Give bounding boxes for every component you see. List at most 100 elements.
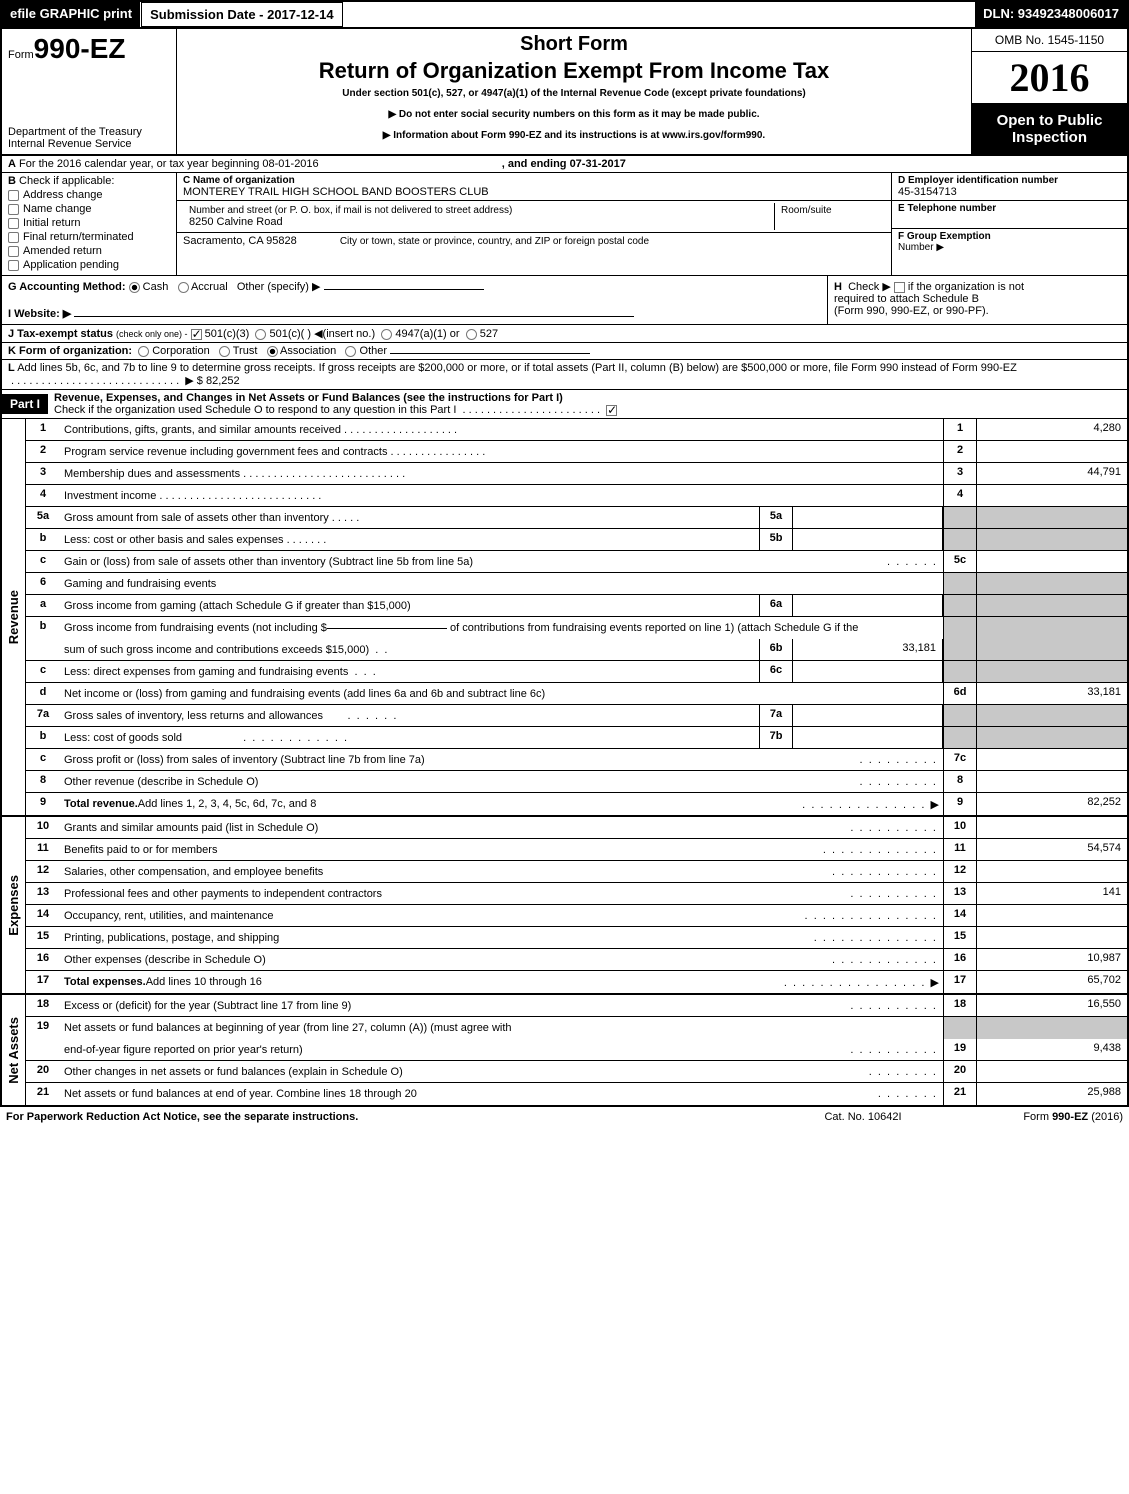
ln-mval: 33,181 — [793, 639, 943, 660]
ln-shade — [943, 573, 977, 594]
ln-rno: 19 — [943, 1039, 977, 1060]
line-19-1: 19Net assets or fund balances at beginni… — [26, 1017, 1127, 1039]
under-section: Under section 501(c), 527, or 4947(a)(1)… — [185, 88, 963, 99]
open-line-2: Inspection — [976, 129, 1123, 146]
ln-desc: Other revenue (describe in Schedule O) .… — [60, 771, 943, 792]
ln-no: 13 — [26, 883, 60, 904]
ln-no: c — [26, 551, 60, 572]
e-block: E Telephone number — [892, 201, 1127, 229]
ln-val — [977, 905, 1127, 926]
initial-label: Initial return — [23, 217, 80, 229]
radio-cash[interactable] — [129, 282, 140, 293]
col-def: D Employer identification number 45-3154… — [892, 173, 1127, 275]
line-21: 21Net assets or fund balances at end of … — [26, 1083, 1127, 1105]
ln-no: 20 — [26, 1061, 60, 1082]
checkbox-final-return[interactable]: Final return/terminated — [8, 231, 170, 243]
street-value: 8250 Calvine Road — [189, 216, 768, 228]
k-assoc: Association — [280, 345, 336, 357]
k-trust-radio[interactable] — [219, 346, 230, 357]
checkbox-application-pending[interactable]: Application pending — [8, 259, 170, 271]
ln-rno: 18 — [943, 995, 977, 1016]
ln-desc: Professional fees and other payments to … — [60, 883, 943, 904]
checkbox-icon — [8, 218, 19, 229]
checkbox-name-change[interactable]: Name change — [8, 203, 170, 215]
ln-no: d — [26, 683, 60, 704]
k-assoc-radio[interactable] — [267, 346, 278, 357]
h-text4: (Form 990, 990-EZ, or 990-PF). — [834, 305, 989, 317]
website-line[interactable] — [74, 316, 634, 317]
net-assets-label: Net Assets — [6, 1017, 21, 1084]
accrual-label: Accrual — [191, 281, 228, 293]
top-bar: efile GRAPHIC print Submission Date - 20… — [2, 2, 1127, 29]
amended-label: Amended return — [23, 245, 102, 257]
ln-no: b — [26, 529, 60, 550]
d-label: D Employer identification number — [898, 175, 1121, 186]
other-label: Other (specify) ▶ — [237, 281, 321, 293]
f-block: F Group Exemption Number ▶ — [892, 229, 1127, 255]
final-label: Final return/terminated — [23, 231, 134, 243]
ln-mval — [793, 595, 943, 616]
ln-no: 4 — [26, 485, 60, 506]
ln-rno: 9 — [943, 793, 977, 815]
checkbox-icon — [8, 190, 19, 201]
ln-rno: 21 — [943, 1083, 977, 1105]
ln-rno: 14 — [943, 905, 977, 926]
ln-desc: Other expenses (describe in Schedule O) … — [60, 949, 943, 970]
expenses-section: Expenses 10Grants and similar amounts pa… — [2, 817, 1127, 995]
part1-schedule-o-checkbox[interactable] — [606, 405, 617, 416]
j-4947-radio[interactable] — [381, 329, 392, 340]
radio-accrual[interactable] — [178, 282, 189, 293]
checkbox-address-change[interactable]: Address change — [8, 189, 170, 201]
ln-mno: 6c — [759, 661, 793, 682]
line-6a: aGross income from gaming (attach Schedu… — [26, 595, 1127, 617]
h-checkbox[interactable] — [894, 282, 905, 293]
ln-shade — [977, 1017, 1127, 1039]
line-19-2: end-of-year figure reported on prior yea… — [26, 1039, 1127, 1061]
ln-shade — [943, 507, 977, 528]
line-5a: 5aGross amount from sale of assets other… — [26, 507, 1127, 529]
line-14: 14Occupancy, rent, utilities, and mainte… — [26, 905, 1127, 927]
part1-title: Revenue, Expenses, and Changes in Net As… — [48, 390, 1127, 418]
line-6b-1: bGross income from fundraising events (n… — [26, 617, 1127, 639]
ln-shade — [943, 705, 977, 726]
row-a-ending: , and ending 07-31-2017 — [502, 158, 626, 170]
line-20: 20Other changes in net assets or fund ba… — [26, 1061, 1127, 1083]
j-527-radio[interactable] — [466, 329, 477, 340]
line-3: 3Membership dues and assessments . . . .… — [26, 463, 1127, 485]
ln-desc: Investment income . . . . . . . . . . . … — [60, 485, 943, 506]
ln-desc: Net assets or fund balances at end of ye… — [60, 1083, 943, 1105]
l-amount: ▶ $ 82,252 — [185, 375, 239, 387]
efile-print-button[interactable]: efile GRAPHIC print — [2, 2, 141, 27]
ln-rno: 1 — [943, 419, 977, 440]
c-city-block: Sacramento, CA 95828 City or town, state… — [177, 233, 891, 249]
k-other-radio[interactable] — [345, 346, 356, 357]
ln-no: 6 — [26, 573, 60, 594]
line-18: 18Excess or (deficit) for the year (Subt… — [26, 995, 1127, 1017]
other-specify-line[interactable] — [324, 289, 484, 290]
part1-title-text: Revenue, Expenses, and Changes in Net As… — [54, 392, 563, 404]
k-corp-radio[interactable] — [138, 346, 149, 357]
k-other-line[interactable] — [390, 353, 590, 354]
line-4: 4Investment income . . . . . . . . . . .… — [26, 485, 1127, 507]
ln-mval — [793, 507, 943, 528]
col-c: C Name of organization MONTEREY TRAIL HI… — [177, 173, 892, 275]
j-501c-radio[interactable] — [255, 329, 266, 340]
j-501c3-checkbox[interactable] — [191, 329, 202, 340]
ln-no: 12 — [26, 861, 60, 882]
ln-desc: Less: direct expenses from gaming and fu… — [60, 661, 759, 682]
room-cell: Room/suite — [775, 203, 885, 230]
ln-no: 10 — [26, 817, 60, 838]
k-trust: Trust — [233, 345, 258, 357]
street-label: Number and street (or P. O. box, if mail… — [189, 205, 768, 216]
header-right: OMB No. 1545-1150 2016 Open to Public In… — [972, 29, 1127, 154]
ln-rno: 3 — [943, 463, 977, 484]
ln-desc: Excess or (deficit) for the year (Subtra… — [60, 995, 943, 1016]
j-label: J Tax-exempt status — [8, 328, 113, 340]
ln-shade — [943, 529, 977, 550]
net-assets-side: Net Assets — [2, 995, 26, 1105]
ln-shade — [977, 639, 1127, 660]
checkbox-initial-return[interactable]: Initial return — [8, 217, 170, 229]
ln-desc: sum of such gross income and contributio… — [60, 639, 759, 660]
fundraising-blank[interactable] — [327, 628, 447, 629]
checkbox-amended-return[interactable]: Amended return — [8, 245, 170, 257]
